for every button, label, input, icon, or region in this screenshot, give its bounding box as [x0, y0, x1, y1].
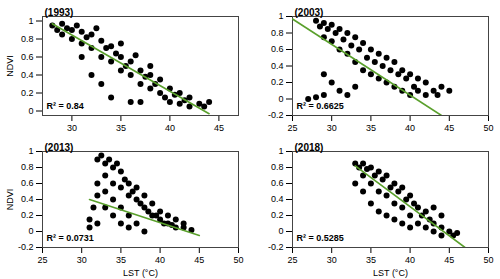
svg-text:0.8: 0.8	[271, 162, 284, 172]
svg-text:40: 40	[165, 123, 175, 133]
svg-text:R² = 0.6625: R² = 0.6625	[297, 101, 344, 111]
svg-text:0: 0	[28, 226, 33, 236]
svg-text:0.6: 0.6	[271, 44, 284, 54]
svg-text:45: 45	[444, 255, 454, 265]
svg-text:50: 50	[233, 255, 243, 265]
svg-text:(2018): (2018)	[295, 142, 324, 153]
svg-text:0.8: 0.8	[21, 34, 34, 44]
svg-text:0.4: 0.4	[21, 194, 34, 204]
svg-text:30: 30	[77, 255, 87, 265]
svg-text:0.2: 0.2	[271, 210, 284, 220]
svg-text:40: 40	[155, 255, 165, 265]
svg-text:30: 30	[327, 255, 337, 265]
svg-text:45: 45	[444, 123, 454, 133]
svg-text:25: 25	[287, 255, 297, 265]
svg-text:35: 35	[116, 255, 126, 265]
svg-text:(2013): (2013)	[45, 142, 74, 153]
svg-text:-0.2: -0.2	[268, 242, 284, 252]
svg-text:NDVI: NDVI	[5, 55, 15, 77]
svg-text:R² = 0.84: R² = 0.84	[47, 101, 84, 111]
svg-text:0.4: 0.4	[271, 61, 284, 71]
svg-text:35: 35	[366, 255, 376, 265]
svg-text:0.8: 0.8	[271, 28, 284, 38]
svg-text:0.4: 0.4	[271, 194, 284, 204]
svg-text:0.6: 0.6	[271, 178, 284, 188]
svg-text:R² = 0.5285: R² = 0.5285	[297, 233, 344, 243]
svg-text:0.4: 0.4	[21, 70, 34, 80]
svg-text:0.2: 0.2	[21, 88, 34, 98]
svg-text:0.2: 0.2	[21, 210, 34, 220]
svg-text:50: 50	[483, 255, 493, 265]
svg-text:0.6: 0.6	[21, 52, 34, 62]
svg-text:R² = 0.0731: R² = 0.0731	[47, 233, 94, 243]
svg-text:0.8: 0.8	[21, 162, 34, 172]
svg-text:45: 45	[194, 255, 204, 265]
svg-text:1: 1	[28, 16, 33, 26]
svg-text:(2003): (2003)	[295, 7, 324, 18]
svg-text:25: 25	[37, 255, 47, 265]
svg-text:-0.2: -0.2	[268, 110, 284, 120]
svg-text:40: 40	[405, 123, 415, 133]
svg-text:NDVI: NDVI	[5, 189, 15, 211]
svg-text:0.2: 0.2	[271, 77, 284, 87]
svg-text:0: 0	[278, 94, 283, 104]
svg-text:30: 30	[67, 123, 77, 133]
svg-text:25: 25	[287, 123, 297, 133]
svg-text:50: 50	[483, 123, 493, 133]
svg-text:0: 0	[278, 226, 283, 236]
svg-text:40: 40	[405, 255, 415, 265]
svg-text:1: 1	[278, 146, 283, 156]
svg-text:45: 45	[214, 123, 224, 133]
svg-text:0.6: 0.6	[21, 178, 34, 188]
svg-text:1: 1	[278, 11, 283, 21]
svg-text:35: 35	[116, 123, 126, 133]
svg-text:35: 35	[366, 123, 376, 133]
svg-text:1: 1	[28, 146, 33, 156]
svg-text:(1993): (1993)	[45, 7, 74, 18]
svg-text:LST (°C): LST (°C)	[373, 268, 408, 278]
svg-text:LST (°C): LST (°C)	[123, 268, 158, 278]
svg-text:30: 30	[327, 123, 337, 133]
svg-text:-0.2: -0.2	[18, 242, 34, 252]
svg-text:0: 0	[28, 106, 33, 116]
